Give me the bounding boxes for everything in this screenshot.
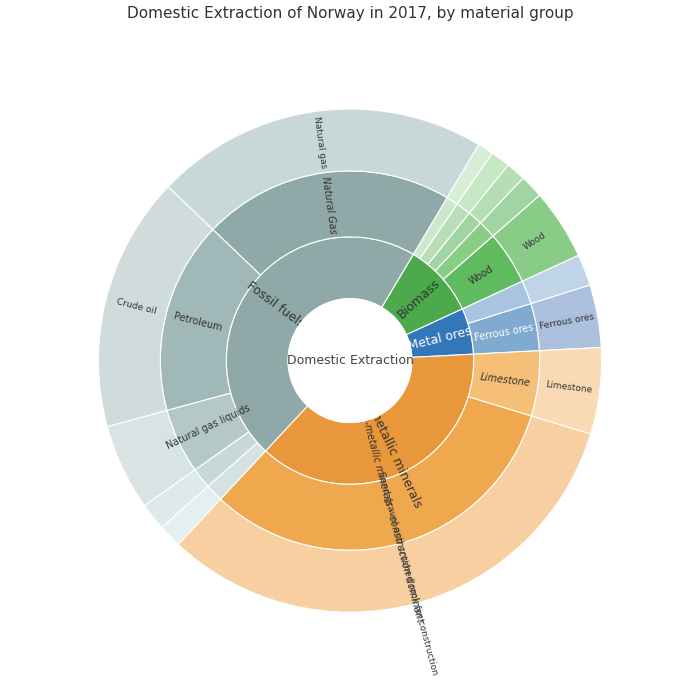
- Wedge shape: [468, 351, 540, 416]
- Wedge shape: [99, 187, 213, 427]
- Circle shape: [288, 299, 412, 423]
- Wedge shape: [178, 416, 591, 612]
- Text: Non-metallic minerals - construction dominant: Non-metallic minerals - construction dom…: [356, 401, 425, 623]
- Wedge shape: [420, 204, 469, 265]
- Text: Natural gas: Natural gas: [312, 116, 328, 169]
- Wedge shape: [167, 393, 249, 470]
- Text: Petroleum: Petroleum: [173, 311, 223, 333]
- Title: Domestic Extraction of Norway in 2017, by material group: Domestic Extraction of Norway in 2017, b…: [127, 6, 573, 21]
- Wedge shape: [435, 223, 493, 279]
- Wedge shape: [531, 285, 601, 351]
- Text: Ferrous ores: Ferrous ores: [539, 312, 595, 330]
- Text: Fossil fuels: Fossil fuels: [244, 279, 307, 330]
- Wedge shape: [220, 397, 531, 550]
- Wedge shape: [160, 230, 260, 410]
- Wedge shape: [162, 486, 220, 545]
- Wedge shape: [265, 354, 474, 484]
- Wedge shape: [531, 347, 601, 434]
- Wedge shape: [382, 254, 462, 335]
- Wedge shape: [468, 304, 540, 354]
- Wedge shape: [107, 410, 195, 505]
- Wedge shape: [428, 213, 480, 271]
- Wedge shape: [447, 144, 492, 204]
- Text: Non-metallic minerals: Non-metallic minerals: [354, 379, 424, 510]
- Text: Sand gravel and crushed rock for construction: Sand gravel and crushed rock for constru…: [376, 471, 439, 676]
- Text: Wood: Wood: [522, 230, 548, 251]
- Text: Natural Gas: Natural Gas: [320, 176, 337, 234]
- Wedge shape: [406, 309, 474, 358]
- Text: Biomass: Biomass: [395, 276, 443, 321]
- Wedge shape: [195, 432, 258, 486]
- Wedge shape: [144, 470, 208, 527]
- Wedge shape: [480, 178, 540, 236]
- Text: Wood: Wood: [468, 264, 496, 287]
- Text: Crude oil: Crude oil: [116, 297, 157, 316]
- Text: Metal ores: Metal ores: [407, 324, 473, 353]
- Wedge shape: [226, 237, 413, 451]
- Text: Domestic Extraction: Domestic Extraction: [286, 354, 414, 367]
- Text: Limestone: Limestone: [480, 372, 531, 388]
- Text: Natural gas liquids: Natural gas liquids: [164, 403, 252, 452]
- Wedge shape: [457, 153, 508, 213]
- Wedge shape: [462, 281, 531, 323]
- Text: Ferrous ores: Ferrous ores: [474, 323, 535, 343]
- Wedge shape: [413, 197, 457, 258]
- Wedge shape: [469, 165, 523, 223]
- Wedge shape: [208, 442, 265, 499]
- Wedge shape: [443, 236, 522, 309]
- Wedge shape: [522, 256, 590, 304]
- Wedge shape: [213, 171, 447, 275]
- Text: Limestone: Limestone: [545, 380, 593, 395]
- Wedge shape: [168, 109, 479, 230]
- Wedge shape: [493, 195, 578, 281]
